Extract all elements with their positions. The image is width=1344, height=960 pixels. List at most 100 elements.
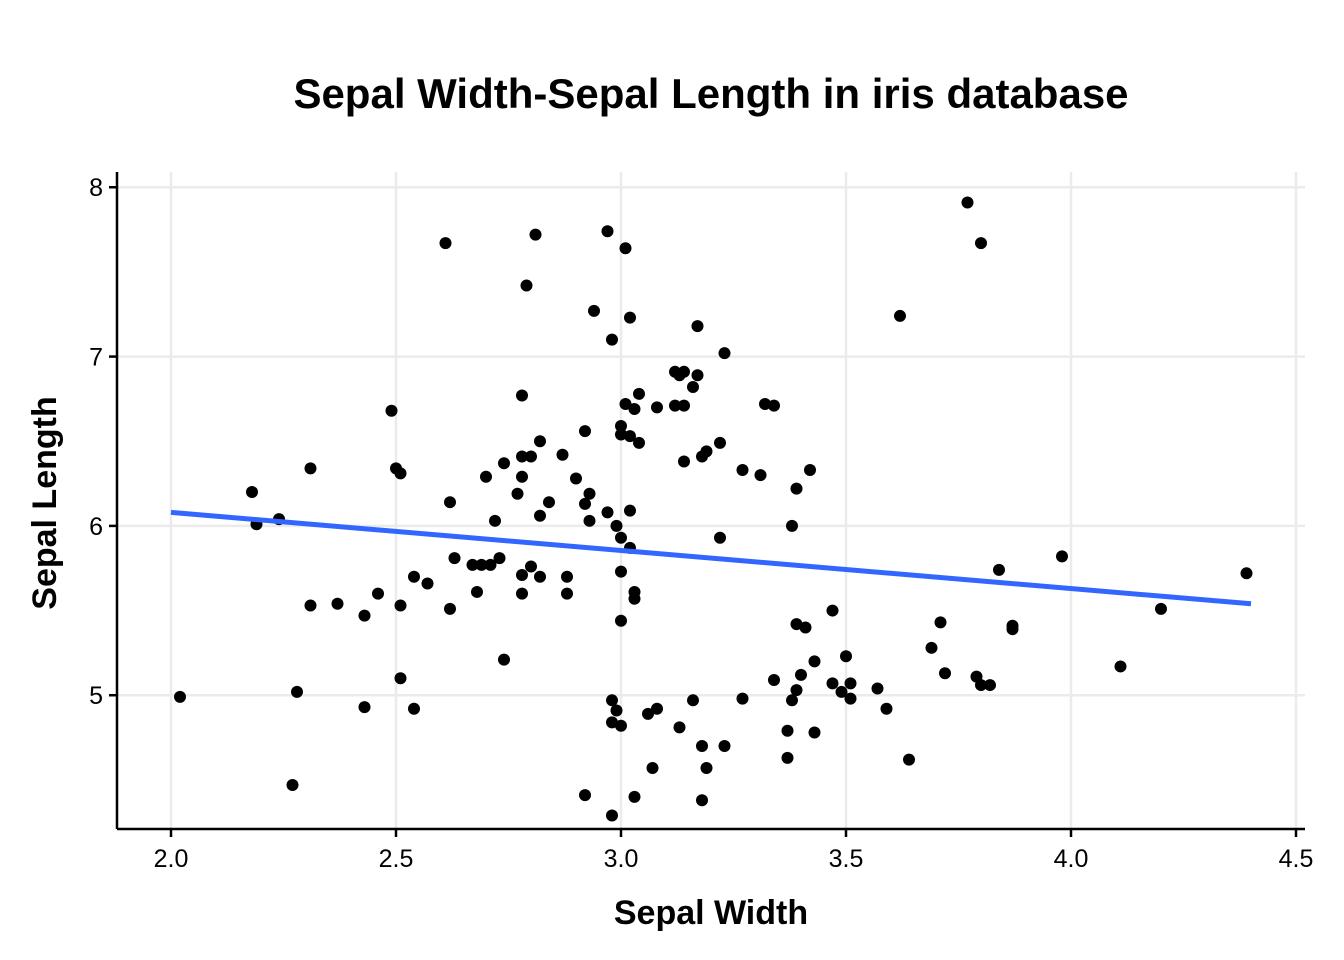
data-point bbox=[768, 399, 780, 412]
data-point bbox=[633, 387, 645, 400]
data-point bbox=[615, 531, 627, 544]
data-point bbox=[358, 701, 371, 714]
data-point bbox=[718, 347, 731, 360]
data-point bbox=[714, 531, 726, 544]
data-point bbox=[696, 794, 708, 807]
data-point bbox=[556, 448, 569, 461]
data-point bbox=[619, 397, 632, 410]
data-point bbox=[628, 592, 641, 605]
data-point bbox=[475, 558, 488, 571]
data-point bbox=[543, 496, 555, 509]
data-point bbox=[610, 519, 623, 532]
data-point bbox=[628, 790, 641, 803]
data-point bbox=[790, 482, 803, 495]
data-point bbox=[781, 724, 794, 737]
data-point bbox=[925, 641, 938, 654]
data-point bbox=[606, 694, 618, 707]
data-point bbox=[714, 436, 726, 449]
data-point bbox=[844, 692, 857, 705]
data-point bbox=[768, 673, 780, 686]
data-point bbox=[835, 685, 848, 698]
data-point bbox=[408, 570, 420, 583]
data-point bbox=[408, 702, 420, 715]
chart-title: Sepal Width-Sepal Length in iris databas… bbox=[293, 70, 1128, 117]
data-point bbox=[534, 435, 546, 448]
data-point bbox=[651, 401, 663, 414]
data-point bbox=[790, 618, 803, 631]
trend-line bbox=[170, 509, 1252, 607]
data-point bbox=[394, 467, 407, 480]
data-point bbox=[606, 809, 618, 822]
data-point bbox=[1114, 660, 1127, 673]
data-point bbox=[790, 684, 803, 697]
data-point bbox=[691, 369, 704, 382]
data-point bbox=[480, 470, 492, 483]
data-point bbox=[372, 587, 384, 600]
data-point bbox=[606, 333, 618, 346]
data-point bbox=[444, 602, 456, 615]
data-point bbox=[934, 616, 947, 629]
data-point bbox=[894, 309, 906, 322]
data-point bbox=[673, 721, 686, 734]
data-point bbox=[525, 450, 537, 463]
data-point bbox=[786, 694, 798, 707]
data-point bbox=[718, 740, 731, 753]
data-point bbox=[444, 496, 456, 509]
data-point bbox=[516, 587, 528, 600]
data-point bbox=[484, 558, 497, 571]
data-point bbox=[993, 563, 1005, 576]
data-point bbox=[700, 445, 713, 458]
data-point bbox=[610, 704, 623, 717]
data-point bbox=[394, 599, 407, 612]
data-point bbox=[615, 614, 627, 627]
data-point bbox=[601, 225, 614, 238]
data-point bbox=[439, 237, 452, 250]
y-tick-label: 8 bbox=[89, 174, 103, 202]
data-point bbox=[601, 506, 614, 519]
x-tick-label: 3.0 bbox=[604, 845, 639, 873]
data-point bbox=[304, 599, 317, 612]
data-point bbox=[1155, 602, 1167, 615]
data-point bbox=[286, 778, 299, 791]
data-point bbox=[700, 762, 713, 775]
data-point bbox=[903, 753, 915, 766]
data-point bbox=[466, 558, 479, 571]
x-tick-label: 2.5 bbox=[379, 845, 414, 873]
data-point bbox=[246, 486, 258, 499]
data-point bbox=[628, 403, 641, 416]
data-point bbox=[939, 667, 951, 680]
data-point bbox=[624, 504, 636, 517]
data-point bbox=[871, 682, 884, 695]
grid-lines bbox=[117, 172, 1305, 829]
data-point bbox=[687, 381, 699, 394]
data-point bbox=[561, 570, 573, 583]
data-point bbox=[678, 399, 690, 412]
data-point bbox=[498, 653, 510, 666]
data-point bbox=[840, 650, 852, 663]
data-point bbox=[471, 585, 483, 598]
data-point bbox=[736, 692, 749, 705]
data-point bbox=[516, 569, 528, 582]
data-point bbox=[673, 369, 686, 382]
data-point bbox=[511, 487, 524, 500]
data-point bbox=[579, 789, 591, 802]
data-point bbox=[358, 609, 371, 622]
data-point bbox=[826, 677, 839, 690]
data-point bbox=[642, 707, 654, 720]
data-point bbox=[615, 428, 627, 441]
data-point bbox=[961, 196, 974, 209]
data-point bbox=[678, 455, 690, 468]
data-point bbox=[525, 560, 537, 573]
data-point bbox=[615, 719, 627, 732]
data-point bbox=[331, 597, 344, 610]
data-point bbox=[759, 397, 771, 410]
data-point bbox=[394, 672, 407, 685]
data-point bbox=[804, 464, 816, 477]
data-point bbox=[588, 304, 600, 317]
y-tick-label: 6 bbox=[89, 513, 103, 541]
data-point bbox=[516, 470, 528, 483]
data-point bbox=[606, 716, 618, 729]
trend-line-group bbox=[170, 509, 1252, 607]
